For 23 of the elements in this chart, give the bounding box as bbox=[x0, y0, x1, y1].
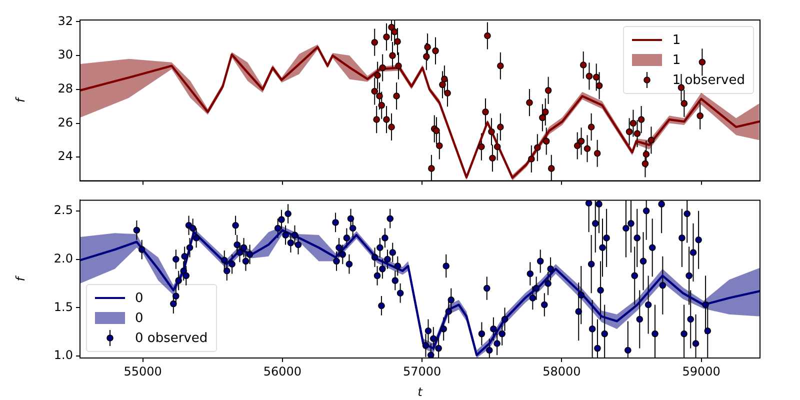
x-tick-label: 58000 bbox=[542, 364, 581, 378]
x-axis-title: t bbox=[418, 384, 424, 399]
text: 0 bbox=[135, 310, 144, 326]
y-axis-title: f bbox=[13, 275, 28, 282]
y-tick-label: 32 bbox=[58, 14, 73, 28]
legend-label: 0 bbox=[135, 290, 144, 306]
x-tick-label: 56000 bbox=[263, 364, 302, 378]
legend-label: 1 bbox=[672, 32, 681, 48]
y-tick-label: 28 bbox=[58, 82, 73, 96]
text: 1 bbox=[672, 52, 681, 68]
y-axis-title: f bbox=[13, 96, 28, 103]
legend-label: 0 observed bbox=[135, 330, 208, 346]
y-tick-label: 1.5 bbox=[54, 300, 73, 314]
y-tick-label: 2.5 bbox=[54, 202, 73, 217]
y-tick-label: 24 bbox=[58, 149, 73, 164]
x-tick-label: 57000 bbox=[403, 364, 442, 378]
legend-label: 1 observed bbox=[672, 72, 745, 88]
y-tick-label: 30 bbox=[58, 48, 73, 62]
x-tick-label: 55000 bbox=[124, 364, 162, 378]
y-tick-label: 1.0 bbox=[54, 348, 73, 362]
y-tick-label: 2.0 bbox=[54, 251, 73, 266]
x-tick-label: 59000 bbox=[682, 364, 720, 378]
y-tick-label: 26 bbox=[58, 115, 73, 130]
